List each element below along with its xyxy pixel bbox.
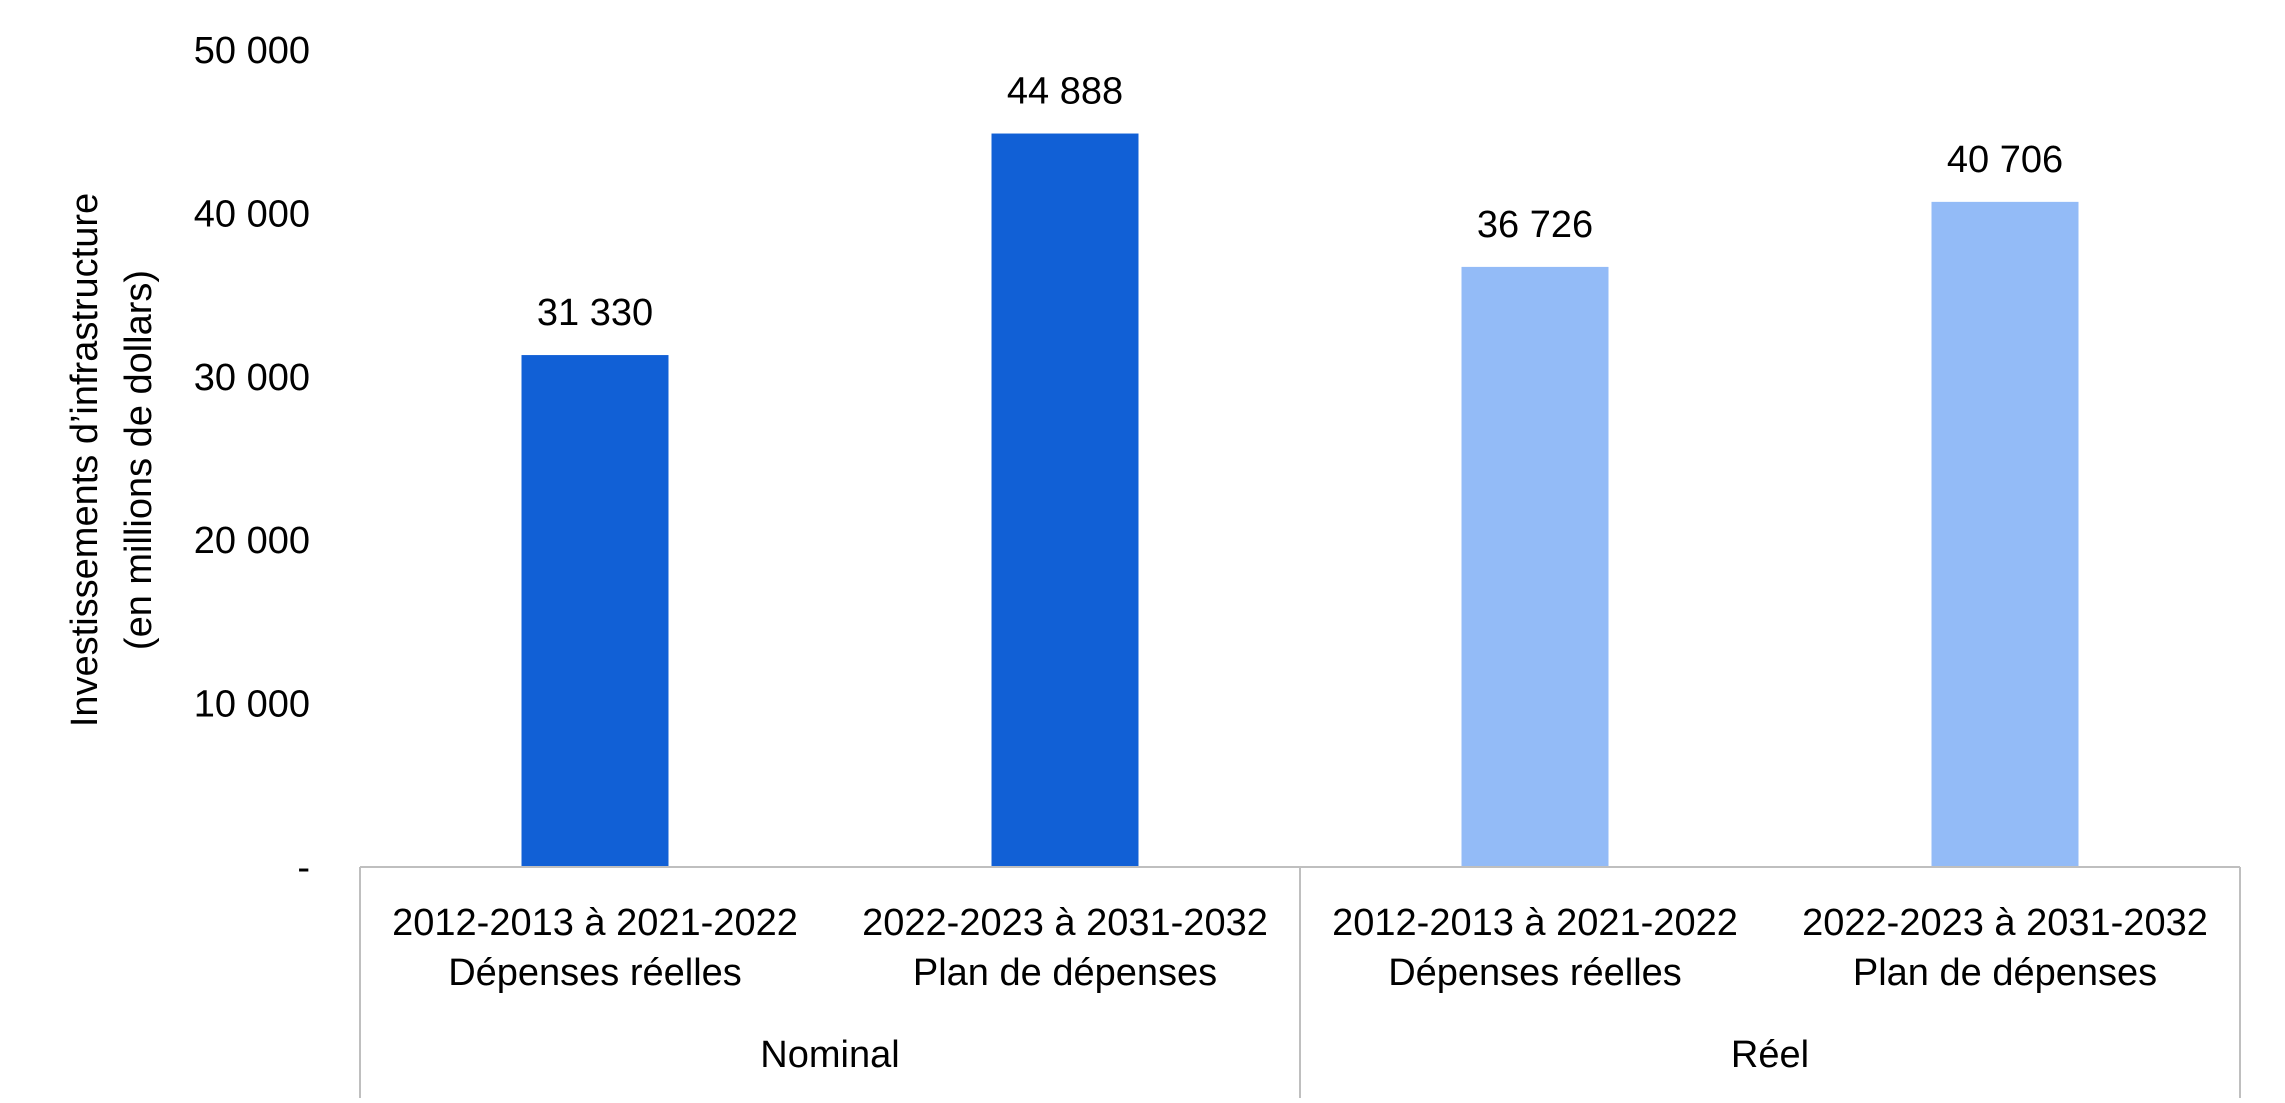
x-tick-label-period: 2012-2013 à 2021-2022 [1332, 902, 1738, 944]
y-tick-label: 30 000 [194, 357, 310, 399]
y-axis-ticks: - 10 000 20 000 30 000 40 000 50 000 [194, 30, 310, 889]
y-tick-label: 40 000 [194, 193, 310, 235]
y-tick-label: 20 000 [194, 520, 310, 562]
x-axis: 2012-2013 à 2021-2022 Dépenses réelles 202… [359, 866, 2241, 1098]
x-tick-label-type: Dépenses réelles [1388, 952, 1682, 994]
y-axis-title: Investissements d’infrastructure (en mil… [64, 193, 160, 727]
y-tick-label: - [297, 847, 310, 889]
bar [991, 133, 1139, 867]
x-tick-label-period: 2012-2013 à 2021-2022 [392, 902, 798, 944]
bar-data-labels: 31 330 44 888 36 726 40 706 [537, 71, 2063, 335]
bar-value-label: 36 726 [1477, 204, 1593, 246]
x-tick-label-type: Plan de dépenses [913, 952, 1217, 994]
y-axis-title-line1: Investissements d’infrastructure [64, 193, 106, 727]
x-tick-label-type: Plan de dépenses [1853, 952, 2157, 994]
y-tick-label: 50 000 [194, 30, 310, 72]
x-group-label: Réel [1731, 1034, 1809, 1076]
x-tick-label-period: 2022-2023 à 2031-2032 [1802, 902, 2208, 944]
bar-value-label: 31 330 [537, 292, 653, 334]
x-tick-label-type: Dépenses réelles [448, 952, 742, 994]
y-tick-label: 10 000 [194, 684, 310, 726]
bar [1461, 266, 1609, 867]
x-group-label: Nominal [760, 1034, 899, 1076]
bar [521, 355, 669, 867]
bars [521, 133, 2079, 867]
y-axis-title-line2: (en millions de dollars) [118, 270, 160, 650]
bar-value-label: 44 888 [1007, 71, 1123, 113]
bar-value-label: 40 706 [1947, 139, 2063, 181]
bar [1931, 201, 2079, 867]
x-tick-label-period: 2022-2023 à 2031-2032 [862, 902, 1268, 944]
